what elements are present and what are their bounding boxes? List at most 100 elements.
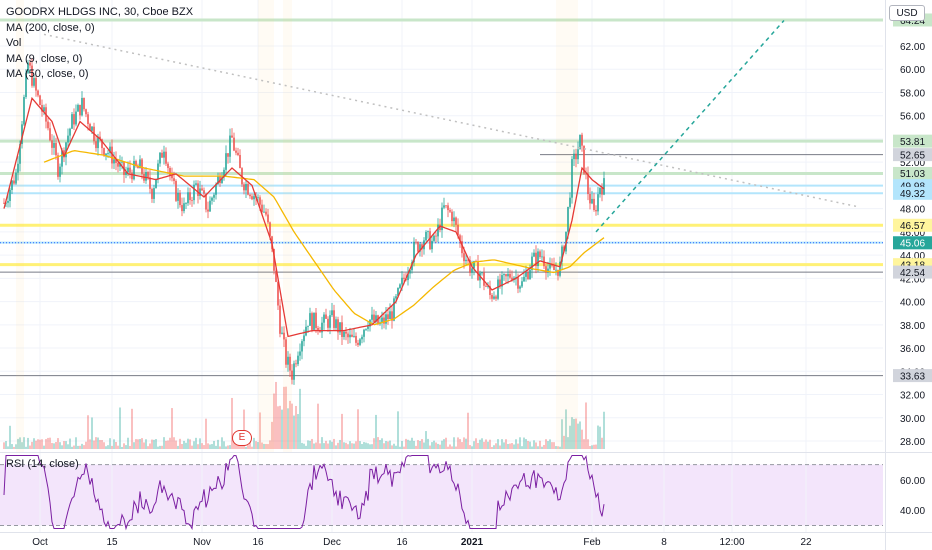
volume-bar — [333, 438, 335, 449]
session-highlight — [556, 0, 578, 452]
volume-bar — [549, 439, 551, 449]
candle-body — [373, 314, 375, 322]
volume-bar — [509, 443, 511, 449]
price-badge-label: 49.32 — [900, 189, 925, 200]
volume-bar — [353, 443, 355, 449]
candle-body — [431, 240, 433, 250]
candle-body — [533, 252, 535, 257]
volume-bar — [95, 437, 97, 449]
candle-body — [371, 314, 373, 320]
volume-bar — [433, 440, 435, 449]
volume-bar — [247, 445, 249, 449]
volume-bar — [327, 443, 329, 449]
volume-bar — [405, 438, 407, 449]
volume-bar — [485, 439, 487, 449]
candle-body — [17, 163, 19, 173]
volume-bar — [45, 439, 47, 449]
candle-body — [205, 193, 207, 210]
price-tick-label: 58.00 — [900, 88, 925, 99]
candle-body — [311, 313, 313, 330]
volume-bar — [317, 403, 319, 449]
volume-bar — [365, 442, 367, 449]
volume-bar — [259, 412, 261, 449]
earnings-marker[interactable]: E — [232, 430, 252, 446]
legend-ma50[interactable]: MA (50, close, 0) — [6, 68, 89, 80]
candle-body — [381, 317, 383, 323]
volume-bar — [35, 440, 37, 449]
volume-bar — [157, 446, 159, 449]
candle-body — [501, 275, 503, 287]
candle-body — [495, 296, 497, 299]
volume-bar — [293, 415, 295, 449]
candle-body — [361, 336, 363, 340]
candle-body — [429, 231, 431, 250]
candle-body — [51, 140, 53, 148]
candle-body — [227, 153, 229, 157]
price-badge — [893, 166, 932, 180]
candle-body — [99, 136, 101, 140]
volume-bar — [11, 444, 13, 449]
ma50-line — [43, 150, 605, 326]
volume-bar — [381, 438, 383, 449]
legend-ma200[interactable]: MA (200, close, 0) — [6, 21, 95, 34]
candle-body — [183, 203, 185, 212]
candle-body — [397, 287, 399, 297]
price-badge-label: 64.24 — [900, 16, 925, 27]
rsi-legend[interactable]: RSI (14, close) — [6, 458, 79, 470]
rsi-band — [0, 464, 883, 526]
volume-bar — [21, 442, 23, 449]
candle-body — [459, 235, 461, 242]
volume-bar — [233, 439, 235, 449]
volume-bar — [595, 444, 597, 449]
legend-symbol[interactable]: GOODRX HLDGS INC, 30, Cboe BZX — [6, 6, 194, 18]
time-tick-label: Oct — [32, 537, 48, 548]
volume-bar — [373, 438, 375, 449]
volume-bar — [211, 444, 213, 449]
volume-bars — [3, 381, 605, 449]
volume-bar — [93, 440, 95, 449]
candle-body — [451, 211, 453, 222]
legend-ma9[interactable]: MA (9, close, 0) — [6, 52, 83, 65]
candle-body — [269, 222, 271, 237]
price-badge-label: 46.57 — [900, 221, 925, 232]
candle-body — [75, 111, 77, 125]
candle-body — [41, 105, 43, 112]
candle-body — [213, 194, 215, 198]
volume-bar — [285, 386, 287, 449]
candle-body — [557, 269, 559, 276]
volume-bar — [471, 446, 473, 449]
volume-bar — [425, 431, 427, 449]
price-badge — [893, 148, 932, 162]
candle-body — [187, 192, 189, 204]
volume-bar — [273, 393, 275, 449]
volume-bar — [277, 406, 279, 449]
candle-body — [11, 180, 13, 190]
time-tick-label: Nov — [193, 537, 211, 548]
candle-body — [265, 211, 267, 215]
volume-bar — [41, 439, 43, 449]
volume-bar — [83, 445, 85, 449]
candle-body — [13, 180, 15, 184]
candle-body — [555, 269, 557, 271]
candle-body — [267, 214, 269, 223]
price-tick-label: 32.00 — [900, 391, 925, 402]
candle-body — [517, 276, 519, 289]
candle-body — [201, 188, 203, 191]
candle-body — [323, 314, 325, 323]
volume-bar — [195, 437, 197, 449]
candle-body — [509, 273, 511, 278]
volume-bar — [111, 445, 113, 449]
volume-bar — [65, 441, 67, 449]
volume-bar — [473, 441, 475, 449]
time-tick-label: 16 — [396, 537, 408, 548]
currency-badge[interactable]: USD — [889, 5, 925, 21]
candle-body — [77, 104, 79, 112]
legend-volume[interactable]: Vol — [6, 37, 22, 49]
volume-bar — [15, 444, 17, 449]
level-lines — [0, 18, 883, 377]
trend-line — [43, 33, 857, 208]
volume-bar — [371, 444, 373, 449]
candle-body — [291, 370, 293, 380]
candle-body — [549, 264, 551, 269]
